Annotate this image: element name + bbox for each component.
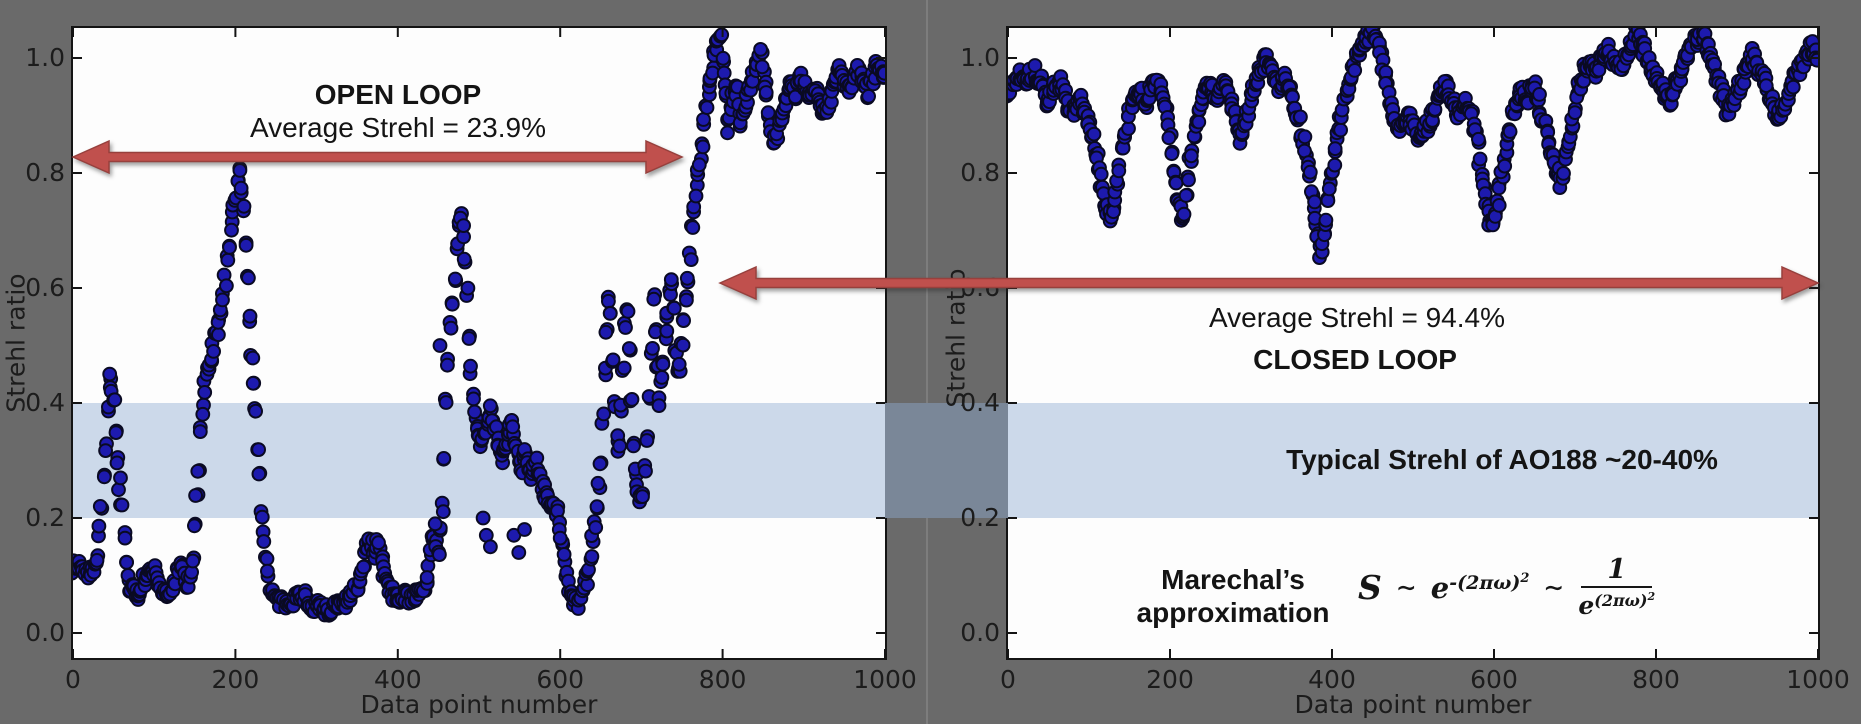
formula-neg-exponent: -(2πω) bbox=[1449, 571, 1521, 594]
marechal-line1: Marechal’s bbox=[1161, 564, 1305, 595]
closed-loop-average-strehl: Average Strehl = 94.4% bbox=[1208, 302, 1506, 333]
marechal-approximation-label: Marechal’s approximation bbox=[1137, 563, 1330, 629]
y-tick-label: 1.0 bbox=[960, 43, 1000, 72]
x-axis-label-right: Data point number bbox=[1294, 690, 1532, 719]
closed-loop-title: CLOSED LOOP bbox=[1253, 344, 1457, 375]
closed-loop-plot bbox=[1006, 26, 1820, 660]
open-loop-scatter bbox=[73, 28, 885, 658]
x-tick-label: 800 bbox=[1632, 665, 1680, 694]
open-loop-arrow-shape bbox=[71, 139, 684, 175]
y-tick-label: 0.4 bbox=[25, 388, 65, 417]
formula-e-base-2: e bbox=[1578, 591, 1595, 621]
x-tick-label: 200 bbox=[1146, 665, 1194, 694]
closed-loop-arrow-shape bbox=[718, 265, 1820, 301]
formula-square-2: 2 bbox=[1647, 590, 1656, 604]
x-tick-label: 600 bbox=[536, 665, 585, 694]
x-tick-label: 1000 bbox=[1786, 665, 1850, 694]
y-tick-label: 0.8 bbox=[960, 158, 1000, 187]
x-tick-label: 200 bbox=[211, 665, 260, 694]
y-tick-label: 0.6 bbox=[25, 273, 65, 302]
x-axis-label-left: Data point number bbox=[360, 690, 598, 719]
strehl-band bbox=[1008, 403, 1818, 518]
y-tick-label: 1.0 bbox=[25, 43, 65, 72]
x-tick-label: 600 bbox=[1470, 665, 1518, 694]
formula-numerator: 1 bbox=[1581, 555, 1653, 589]
formula-fraction: 1 e(2πω)2 bbox=[1578, 555, 1655, 620]
formula-denominator: e(2πω)2 bbox=[1578, 588, 1655, 619]
open-loop-plot bbox=[71, 26, 887, 660]
formula-strehl-symbol: S bbox=[1358, 568, 1382, 608]
y-tick-label: 0.2 bbox=[25, 503, 65, 532]
formula-pos-exponent: (2πω) bbox=[1594, 591, 1648, 611]
formula-exp-term: e-(2πω)2 bbox=[1431, 571, 1530, 605]
y-tick-label: 0.8 bbox=[25, 158, 65, 187]
y-tick-label: 0.0 bbox=[25, 618, 65, 647]
x-tick-label: 400 bbox=[1308, 665, 1356, 694]
marechal-line2: approximation bbox=[1136, 597, 1330, 628]
formula-tilde-2: ∼ bbox=[1543, 573, 1565, 603]
x-tick-label: 1000 bbox=[853, 665, 917, 694]
x-tick-label: 400 bbox=[373, 665, 422, 694]
x-tick-label: 0 bbox=[65, 665, 81, 694]
y-tick-label: 0.0 bbox=[960, 618, 1000, 647]
open-loop-average-strehl: Average Strehl = 23.9% bbox=[249, 112, 547, 143]
formula-tilde-1: ∼ bbox=[1395, 573, 1417, 603]
closed-loop-scatter bbox=[1008, 28, 1818, 658]
strehl-band-gap-segment bbox=[885, 403, 1008, 518]
y-tick-label: 0.2 bbox=[960, 503, 1000, 532]
y-tick-label: 0.4 bbox=[960, 388, 1000, 417]
typical-strehl-band-label: Typical Strehl of AO188 ~20-40% bbox=[1286, 444, 1718, 475]
marechal-formula: S ∼ e-(2πω)2 ∼ 1 e(2πω)2 bbox=[1358, 555, 1655, 620]
formula-e-base: e bbox=[1430, 570, 1450, 605]
x-tick-label: 800 bbox=[698, 665, 747, 694]
image-seam-divider bbox=[926, 0, 928, 724]
formula-square-1: 2 bbox=[1520, 570, 1530, 586]
closed-loop-span-arrow bbox=[718, 265, 1820, 301]
open-loop-title: OPEN LOOP bbox=[314, 79, 482, 110]
open-loop-span-arrow bbox=[71, 139, 684, 175]
x-tick-label: 0 bbox=[1000, 665, 1016, 694]
